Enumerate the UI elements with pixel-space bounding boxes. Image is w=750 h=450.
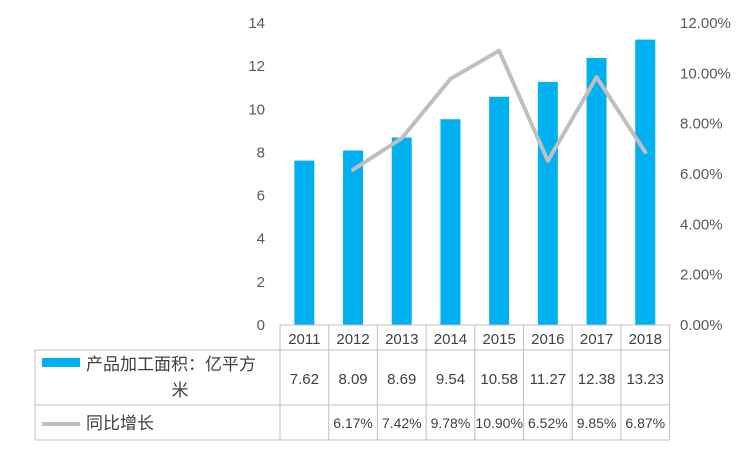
category-label: 2012 [336, 331, 369, 348]
line-value-label: 9.78% [431, 415, 471, 431]
left-axis-tick-label: 8 [257, 144, 265, 161]
legend-bar-label: 产品加工面积：亿平方 [86, 355, 256, 375]
line-value-label: 6.52% [528, 415, 568, 431]
bar [635, 39, 656, 326]
category-label: 2016 [531, 331, 564, 348]
bar-value-label: 7.62 [290, 371, 319, 388]
bar [440, 119, 461, 325]
bar-value-label: 8.09 [338, 371, 367, 388]
category-label: 2011 [288, 331, 320, 348]
bar-value-label: 9.54 [436, 371, 465, 388]
bar [391, 137, 412, 325]
left-axis-tick-label: 0 [257, 317, 265, 334]
bar-value-label: 10.58 [480, 371, 518, 388]
category-label: 2018 [629, 331, 662, 348]
line-value-label: 6.87% [625, 415, 665, 431]
right-axis-tick-label: 0.00% [680, 317, 723, 334]
bar-value-label: 13.23 [626, 371, 664, 388]
left-axis-tick-label: 10 [248, 101, 265, 118]
category-label: 2015 [482, 331, 515, 348]
left-axis-tick-label: 12 [248, 58, 265, 75]
line-value-label: 6.17% [333, 415, 373, 431]
bar [586, 57, 607, 326]
left-axis-tick-label: 4 [257, 231, 265, 248]
legend-bar-key [42, 358, 80, 367]
left-axis-tick-label: 6 [257, 188, 265, 205]
right-axis-tick-label: 4.00% [680, 216, 723, 233]
left-axis-tick-label: 2 [257, 274, 265, 291]
bar [294, 160, 315, 325]
bar-value-label: 11.27 [530, 371, 566, 388]
category-label: 2013 [385, 331, 418, 348]
legend-line-label: 同比增长 [86, 414, 154, 434]
line-value-label: 9.85% [577, 415, 617, 431]
bar-value-label: 8.69 [387, 371, 416, 388]
category-label: 2014 [434, 331, 467, 348]
legend-bar-label-wrap: 米 [172, 381, 189, 401]
bar [489, 96, 510, 325]
data-table: 2011 2012 2013 2014 2015 2016 2017 2018 产品加工面积：亿… [34, 324, 671, 441]
right-axis-tick-label: 12.00% [680, 15, 731, 32]
right-axis-tick-label: 6.00% [680, 166, 723, 183]
line-value-label: 10.90% [475, 415, 522, 431]
category-label: 2017 [580, 331, 613, 348]
bar [343, 150, 364, 325]
right-axis-tick-label: 8.00% [680, 116, 723, 133]
bar-value-label: 12.38 [578, 371, 616, 388]
right-axis-tick-label: 2.00% [680, 267, 723, 284]
left-axis-tick-label: 14 [248, 15, 265, 32]
left-y-axis: 0 2 4 6 8 10 12 14 [248, 15, 265, 334]
line-series [351, 48, 648, 172]
bar [537, 81, 558, 325]
line-value-label: 7.42% [382, 415, 422, 431]
right-axis-tick-label: 10.00% [680, 65, 731, 82]
bar-series [294, 39, 656, 326]
right-y-axis: 0.00% 2.00% 4.00% 6.00% 8.00% 10.00% 12.00% [680, 15, 731, 334]
